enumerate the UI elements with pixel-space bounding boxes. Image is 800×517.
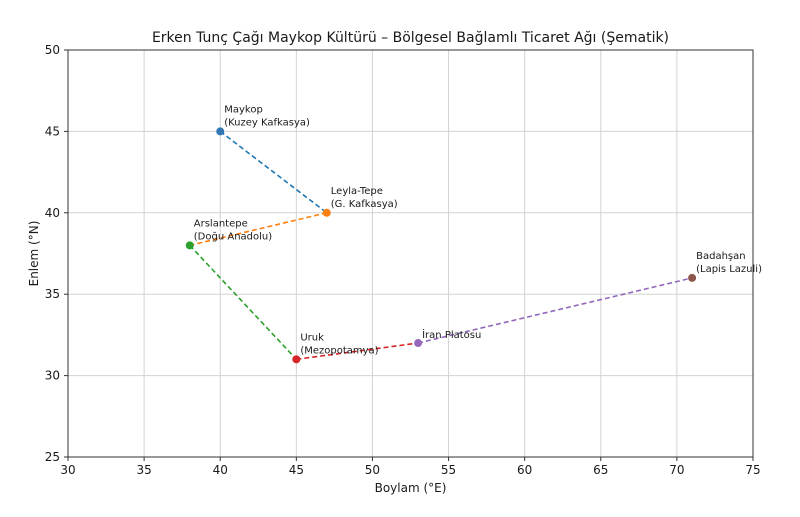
y-tick-label: 50: [45, 43, 60, 57]
y-tick-label: 45: [45, 124, 60, 138]
site-point: [185, 241, 194, 250]
y-tick-label: 40: [45, 206, 60, 220]
site-label: Leyla-Tepe (G. Kafkasya): [331, 186, 398, 210]
y-tick-label: 30: [45, 369, 60, 383]
x-tick-label: 35: [136, 463, 151, 477]
chart-title: Erken Tunç Çağı Maykop Kültürü – Bölgese…: [152, 30, 669, 46]
grid-layer: [67, 49, 754, 458]
x-tick-label: 55: [441, 463, 456, 477]
site-label-line: Uruk: [300, 332, 324, 343]
y-axis-title: Enlem (°N): [27, 221, 41, 287]
site-label: İran Platosu: [422, 328, 481, 341]
site-label-line: Arslantepe: [194, 218, 248, 229]
x-tick-label: 75: [745, 463, 760, 477]
site-label-line: İran Platosu: [422, 328, 481, 341]
y-tick-label: 35: [45, 287, 60, 301]
point-layer: [185, 127, 697, 364]
site-point: [216, 127, 225, 136]
trade-route-segment: [417, 277, 693, 344]
site-point: [414, 339, 423, 348]
x-tick-label: 65: [593, 463, 608, 477]
site-label-line: (G. Kafkasya): [331, 199, 398, 210]
site-label-line: (Mezopotamya): [300, 345, 378, 356]
site-label-line: (Lapis Lazuli): [696, 264, 762, 275]
x-tick-label: 70: [669, 463, 684, 477]
site-point: [292, 355, 301, 364]
site-point: [322, 208, 331, 217]
site-label: Uruk (Mezopotamya): [300, 332, 378, 356]
label-layer: Maykop (Kuzey Kafkasya) Leyla-Tepe (G. Kafk…: [194, 104, 762, 356]
x-tick-label: 40: [213, 463, 228, 477]
trade-route-segment: [219, 130, 328, 214]
x-tick-label: 60: [517, 463, 532, 477]
site-label: Arslantepe (Doğu Anadolu): [194, 218, 272, 242]
x-tick-label: 50: [365, 463, 380, 477]
trade-route-segment: [189, 244, 297, 360]
site-label-line: Leyla-Tepe: [331, 186, 383, 197]
site-point: [688, 273, 697, 282]
trade-route-segment: [296, 342, 419, 361]
site-label-line: Maykop: [224, 104, 263, 115]
x-tick-label: 30: [60, 463, 75, 477]
plot-frame: [67, 49, 754, 458]
site-label: Maykop (Kuzey Kafkasya): [224, 104, 310, 128]
site-label: Badahşan (Lapis Lazuli): [696, 251, 762, 275]
site-label-line: Badahşan: [696, 251, 745, 262]
x-tick-label: 45: [289, 463, 304, 477]
segment-layer: [189, 130, 693, 361]
y-tick-label: 25: [45, 450, 60, 464]
site-label-line: (Doğu Anadolu): [194, 230, 272, 242]
site-label-line: (Kuzey Kafkasya): [224, 117, 310, 128]
x-axis-title: Boylam (°E): [375, 481, 447, 495]
